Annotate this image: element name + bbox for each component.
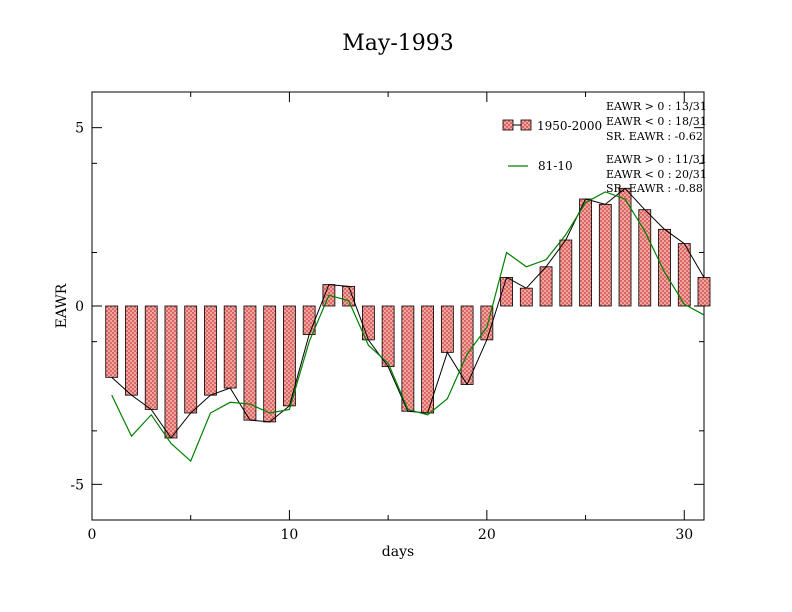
y-tick-label-0: 0 — [75, 299, 84, 315]
legend: 1950-2000 81-10 EAWR > 0 : 13/31 EAWR < … — [502, 100, 707, 195]
bar-day-17 — [421, 305, 435, 414]
x-tick-label-30: 30 — [675, 527, 693, 543]
bar-day-1 — [105, 305, 119, 378]
bar-day-31 — [697, 277, 711, 307]
stat-2-positive: EAWR > 0 : 11/31 — [606, 153, 707, 166]
axis-ticks: 0 10 20 30 -5 0 5 — [70, 92, 704, 543]
bar-day-9 — [263, 305, 277, 423]
x-tick-label-20: 20 — [478, 527, 496, 543]
bar-day-3 — [144, 305, 158, 410]
series-line-1950-2000 — [111, 187, 705, 439]
bar-day-19 — [460, 305, 474, 385]
bar-day-18 — [440, 305, 454, 353]
bar-day-22 — [519, 287, 533, 307]
bar-day-6 — [204, 305, 217, 396]
bar-day-13 — [342, 285, 356, 307]
bar-day-24 — [559, 239, 573, 307]
chart-title: May-1993 — [342, 31, 454, 56]
bar-day-2 — [125, 305, 138, 396]
x-tick-label-0: 0 — [88, 527, 97, 543]
bar-day-23 — [539, 266, 553, 307]
stat-1-sr: SR. EAWR : -0.62 — [606, 130, 703, 143]
y-axis-label: EAWR — [54, 283, 70, 328]
bar-day-15 — [381, 305, 395, 368]
bar-day-16 — [401, 305, 415, 412]
legend-swatch-1950-2000-right — [520, 119, 532, 131]
bar-day-4 — [164, 305, 178, 439]
bar-day-29 — [658, 228, 671, 307]
series-line-81-10 — [111, 191, 705, 463]
bar-day-5 — [184, 305, 198, 414]
stat-2-sr: SR. EAWR : -0.88 — [606, 182, 703, 195]
bar-day-11 — [302, 305, 316, 335]
bar-day-7 — [223, 305, 237, 389]
line-layer — [111, 187, 705, 463]
stat-1-negative: EAWR < 0 : 18/31 — [606, 115, 707, 128]
bar-day-25 — [579, 198, 592, 307]
bar-day-8 — [243, 305, 257, 421]
legend-label-81-10: 81-10 — [538, 159, 573, 173]
bar-series-1950-2000 — [105, 187, 711, 439]
y-tick-label--5: -5 — [70, 477, 84, 493]
stat-2-negative: EAWR < 0 : 20/31 — [606, 168, 707, 181]
x-tick-label-10: 10 — [281, 527, 299, 543]
x-axis-label: days — [382, 544, 414, 560]
legend-swatch-1950-2000 — [502, 119, 514, 131]
stat-1-positive: EAWR > 0 : 13/31 — [606, 100, 707, 113]
bar-day-26 — [598, 203, 612, 307]
y-tick-label-5: 5 — [75, 121, 84, 137]
legend-label-1950-2000: 1950-2000 — [537, 119, 602, 133]
